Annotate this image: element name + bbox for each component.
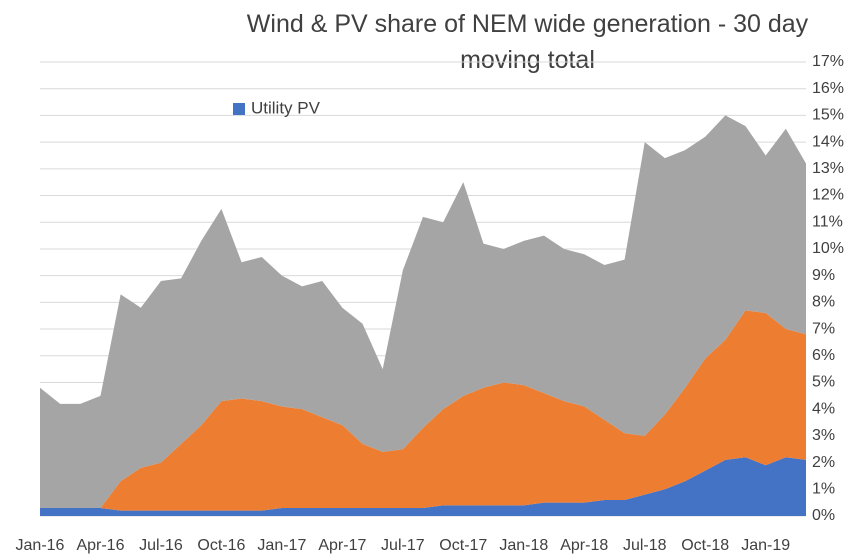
legend-label: Utility PV xyxy=(251,98,321,117)
x-tick-label: Oct-16 xyxy=(197,537,245,554)
x-tick-label: Apr-17 xyxy=(318,537,366,554)
y-tick-label: 7% xyxy=(812,320,835,337)
area xyxy=(40,115,806,508)
y-tick-label: 2% xyxy=(812,454,835,471)
y-tick-label: 9% xyxy=(812,267,835,284)
y-tick-label: 17% xyxy=(812,53,844,70)
y-tick-label: 16% xyxy=(812,80,844,97)
y-tick-label: 4% xyxy=(812,400,835,417)
y-tick-label: 6% xyxy=(812,347,835,364)
y-tick-label: 15% xyxy=(812,107,844,124)
legend-swatch xyxy=(233,103,245,115)
area xyxy=(40,457,806,516)
chart-title: Wind & PV share of NEM wide generation -… xyxy=(246,10,809,74)
x-tick-label: Jul-16 xyxy=(139,537,183,554)
x-tick-label: Oct-17 xyxy=(439,537,487,554)
y-tick-label: 5% xyxy=(812,374,835,391)
y-tick-label: 0% xyxy=(812,507,835,524)
x-tick-label: Jan-19 xyxy=(741,537,790,554)
x-tick-label: Jul-18 xyxy=(623,537,667,554)
y-tick-label: 11% xyxy=(812,213,843,230)
x-tick-label: Jan-16 xyxy=(16,537,65,554)
x-tick-label: Apr-16 xyxy=(76,537,124,554)
y-tick-label: 14% xyxy=(812,133,844,150)
y-tick-label: 3% xyxy=(812,427,835,444)
y-tick-label: 8% xyxy=(812,294,835,311)
x-tick-label: Jan-18 xyxy=(499,537,548,554)
x-tick-label: Apr-18 xyxy=(560,537,608,554)
y-tick-label: 1% xyxy=(812,481,835,498)
x-tick-label: Jan-17 xyxy=(257,537,306,554)
y-tick-label: 13% xyxy=(812,160,844,177)
x-tick-label: Jul-17 xyxy=(381,537,425,554)
x-tick-label: Oct-18 xyxy=(681,537,729,554)
y-tick-label: 12% xyxy=(812,187,844,204)
area xyxy=(40,310,806,511)
y-tick-label: 10% xyxy=(812,240,844,257)
